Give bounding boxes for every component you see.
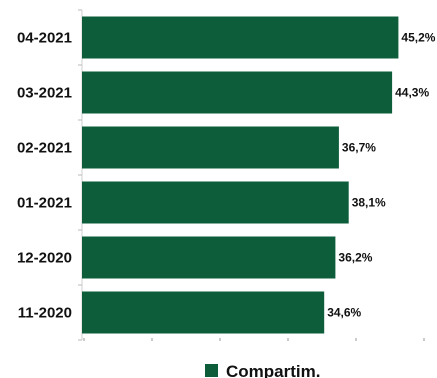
bar (82, 126, 339, 169)
value-label: 38,1% (352, 196, 386, 210)
category-label: 11-2020 (18, 305, 72, 322)
legend-label: Compartim. (226, 362, 320, 378)
bar (82, 291, 325, 334)
bar (82, 236, 336, 279)
value-label: 36,7% (342, 141, 376, 155)
bar (82, 16, 399, 59)
axis-layer (78, 9, 425, 341)
bar (82, 181, 349, 224)
value-label: 34,6% (327, 306, 361, 320)
legend-swatch (205, 364, 218, 377)
legend: Compartim. (205, 362, 320, 378)
category-label: 04-2021 (17, 30, 72, 47)
category-label: 01-2021 (17, 195, 72, 212)
category-label: 02-2021 (17, 140, 72, 157)
category-label: 12-2020 (17, 250, 72, 267)
bar (82, 71, 393, 114)
value-label: 44,3% (395, 86, 429, 100)
category-label: 03-2021 (17, 85, 72, 102)
labels-layer: 04-2021 45,2% 03-2021 44,3% 02-2021 36,7% 01-2… (17, 30, 436, 322)
value-label: 36,2% (338, 251, 372, 265)
value-label: 45,2% (401, 31, 435, 45)
bars-layer (82, 16, 399, 334)
